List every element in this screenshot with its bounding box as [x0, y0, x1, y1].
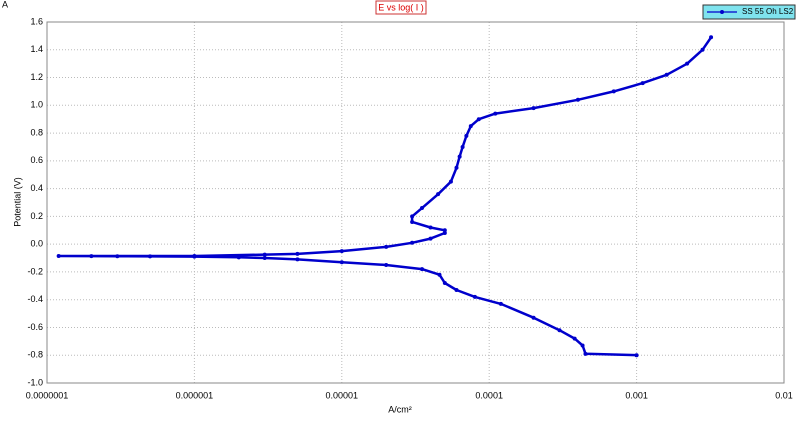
data-point: [339, 249, 344, 254]
data-point: [634, 353, 639, 358]
y-tick-label: 1.0: [30, 100, 43, 110]
data-point: [442, 231, 447, 236]
data-point: [56, 253, 61, 258]
data-point: [89, 254, 94, 259]
x-tick-label: 0.01: [775, 390, 793, 400]
data-point: [442, 281, 447, 286]
data-point: [448, 179, 453, 184]
x-tick-label: 0.001: [625, 390, 648, 400]
data-point: [709, 35, 714, 40]
data-point: [115, 254, 120, 259]
y-tick-label: 0.6: [30, 155, 43, 165]
x-axis-label: A/cm²: [388, 404, 412, 414]
data-point: [419, 206, 424, 211]
y-tick-label: 1.6: [30, 16, 43, 26]
data-point: [460, 144, 465, 149]
data-point: [384, 262, 389, 267]
data-point: [468, 124, 473, 129]
y-tick-label: -0.2: [27, 266, 43, 276]
data-point: [295, 251, 300, 256]
legend-marker: [720, 10, 724, 14]
data-point: [685, 61, 690, 66]
y-tick-label: 1.4: [30, 44, 43, 54]
data-point: [531, 315, 536, 320]
data-point: [454, 165, 459, 170]
plot-frame: [46, 21, 785, 384]
x-tick-label: 0.000001: [176, 390, 214, 400]
data-point: [700, 47, 705, 52]
legend-label: SS 55 Oh LS2: [742, 7, 794, 16]
data-point: [419, 267, 424, 272]
data-point: [531, 106, 536, 111]
data-point: [437, 272, 442, 277]
data-point: [428, 236, 433, 241]
x-tick-label: 0.0000001: [26, 390, 69, 400]
y-tick-label: 0.2: [30, 211, 43, 221]
data-point: [384, 244, 389, 249]
data-point: [436, 192, 441, 197]
y-axis-label: Potential (V): [12, 177, 22, 227]
data-point: [442, 228, 447, 233]
y-tick-label: 0.0: [30, 239, 43, 249]
y-tick-label: -0.4: [27, 294, 43, 304]
data-point: [464, 133, 469, 138]
data-point: [262, 252, 267, 257]
data-point: [410, 219, 415, 224]
legend-box: [702, 4, 796, 20]
y-tick-label: 0.4: [30, 183, 43, 193]
corner-label: A: [2, 0, 8, 9]
data-point: [557, 328, 562, 333]
data-point: [339, 260, 344, 265]
data-point: [493, 111, 498, 116]
y-tick-label: 0.8: [30, 127, 43, 137]
data-point: [575, 97, 580, 102]
title-box: [375, 0, 427, 15]
data-point: [262, 256, 267, 261]
x-tick-label: 0.0001: [475, 390, 503, 400]
data-point: [236, 255, 241, 260]
data-point: [148, 254, 153, 259]
data-point: [457, 154, 462, 159]
chart-title: E vs log( I ): [378, 2, 424, 12]
data-point: [640, 81, 645, 86]
y-tick-label: -0.8: [27, 350, 43, 360]
data-point: [428, 225, 433, 230]
data-point: [572, 336, 577, 341]
data-point: [476, 117, 481, 122]
data-point: [583, 351, 588, 356]
y-tick-label: -0.6: [27, 322, 43, 332]
data-line: [57, 36, 713, 357]
data-point: [295, 257, 300, 262]
data-point: [192, 253, 197, 258]
data-point: [410, 240, 415, 245]
data-point: [410, 214, 415, 219]
x-tick-label: 0.00001: [326, 390, 359, 400]
y-tick-label: -1.0: [27, 377, 43, 387]
data-point: [472, 294, 477, 299]
data-point: [498, 301, 503, 306]
data-point: [664, 72, 669, 77]
data-point: [580, 343, 585, 348]
data-point: [611, 89, 616, 94]
y-tick-label: 1.2: [30, 72, 43, 82]
data-point: [454, 287, 459, 292]
